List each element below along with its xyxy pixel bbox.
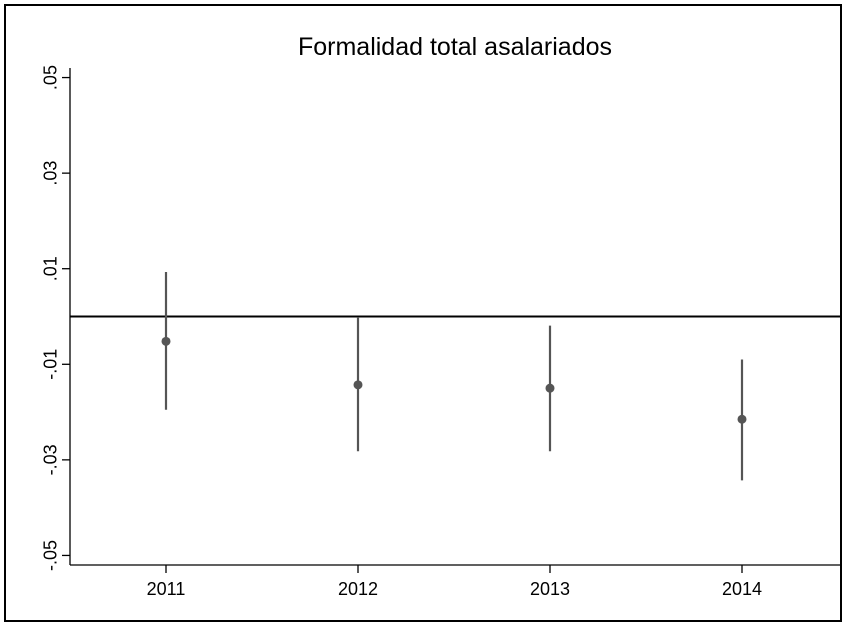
y-tick-label: -.03 — [40, 444, 60, 475]
x-tick-label: 2014 — [722, 579, 762, 599]
y-axis: .05 .03 .01 -.01 -.03 -.05 — [40, 65, 71, 571]
chart-title: Formalidad total asalariados — [298, 33, 612, 61]
point-estimate — [737, 414, 747, 424]
y-tick-label: .03 — [40, 161, 60, 186]
x-tick-label: 2013 — [530, 579, 570, 599]
y-tick-label: -.01 — [40, 349, 60, 380]
x-axis: 2011 2012 2013 2014 — [70, 564, 840, 599]
x-tick-label: 2012 — [338, 579, 378, 599]
point-estimate — [545, 383, 555, 393]
y-tick-label: .05 — [40, 65, 60, 90]
point-estimate — [161, 336, 171, 346]
y-tick-label: .01 — [40, 256, 60, 281]
estimates-group — [161, 272, 747, 481]
chart-frame — [4, 4, 842, 622]
y-tick-label: -.05 — [40, 540, 60, 571]
point-estimate — [353, 380, 363, 390]
x-tick-label: 2011 — [147, 579, 186, 599]
